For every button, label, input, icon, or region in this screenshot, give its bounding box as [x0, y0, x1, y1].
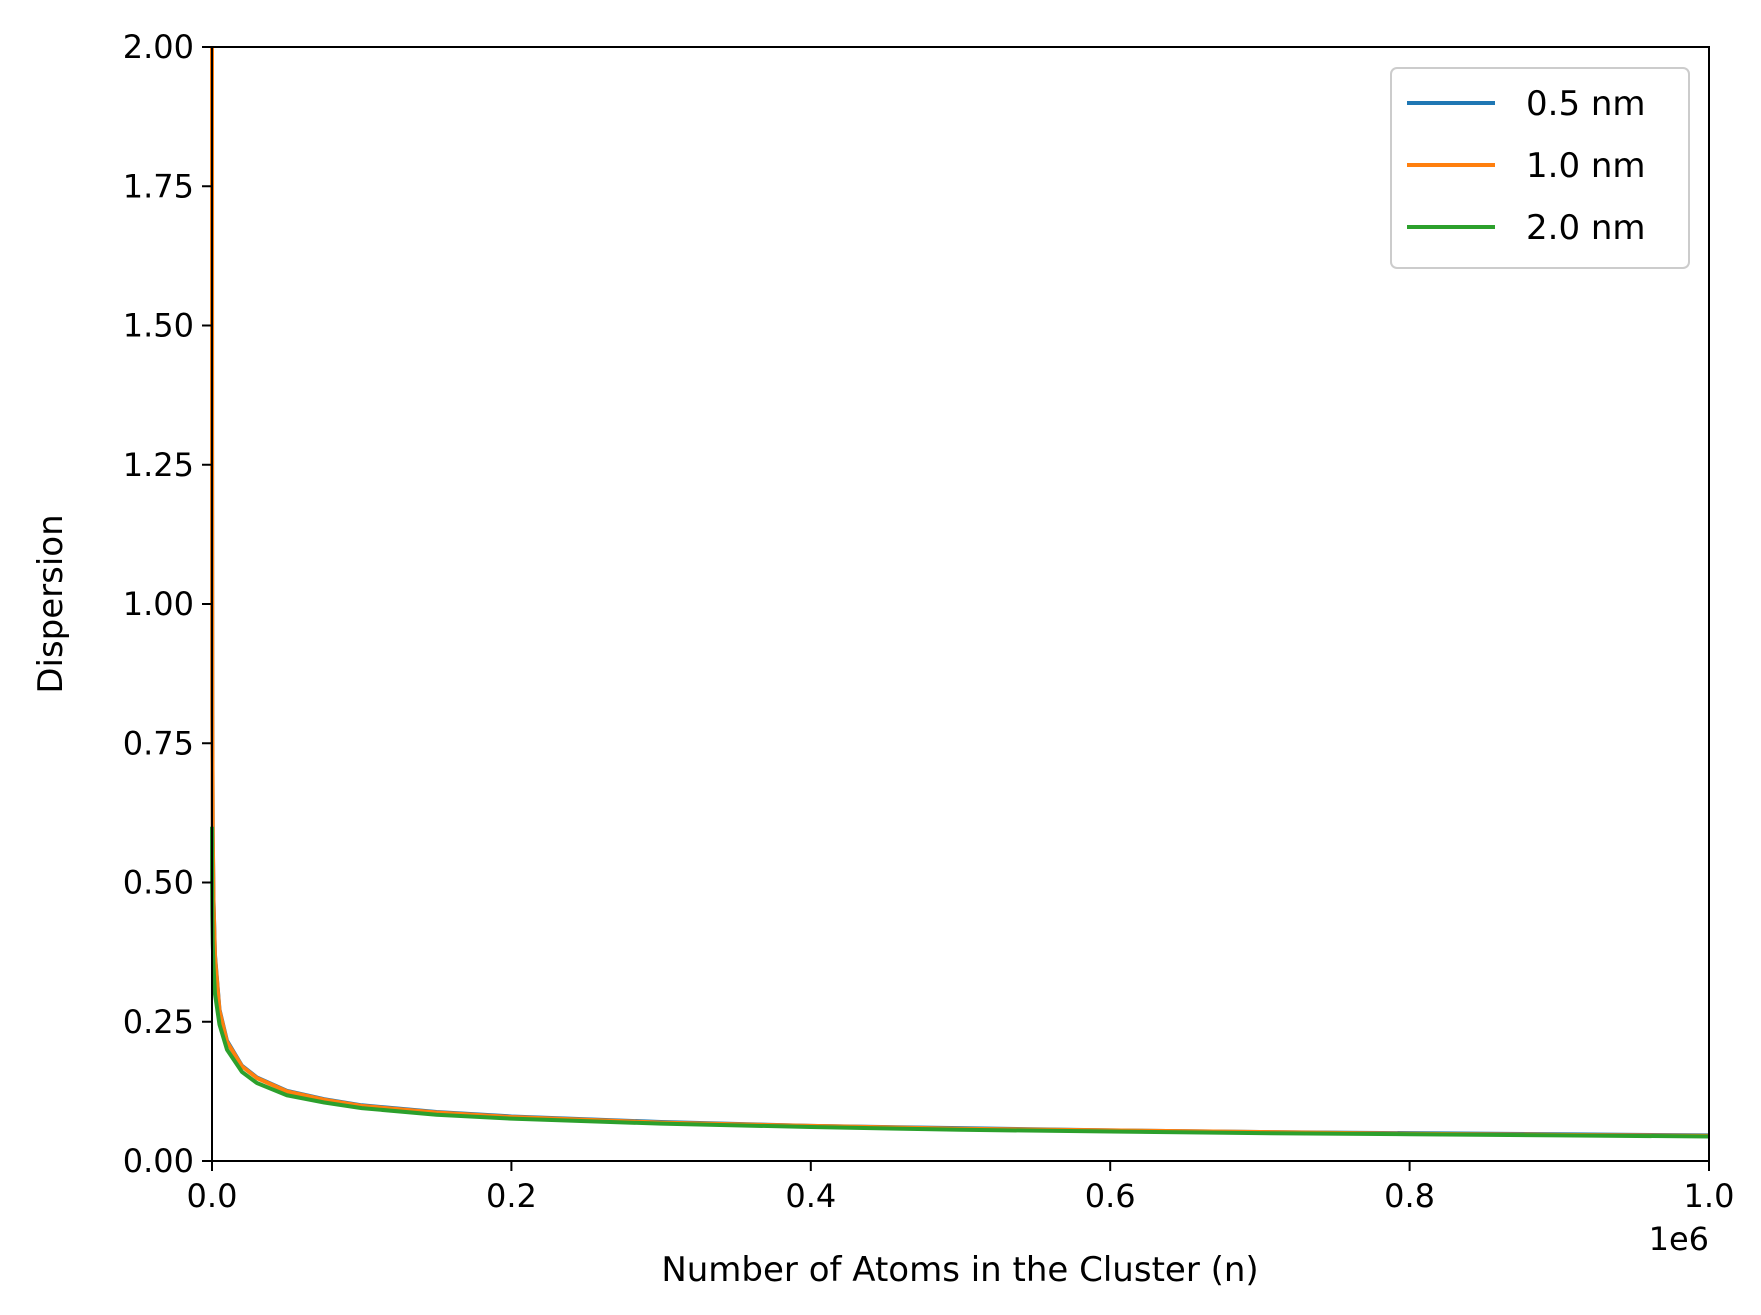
legend: 0.5 nm 1.0 nm 2.0 nm	[1390, 67, 1690, 269]
y-tick-label: 1.50	[123, 307, 194, 345]
y-tick-label: 1.00	[123, 585, 194, 623]
x-axis-title: Number of Atoms in the Cluster (n)	[661, 1250, 1258, 1290]
legend-box	[1390, 67, 1690, 269]
x-axis-offset-label: 1e6	[1649, 1220, 1709, 1258]
legend-label: 0.5 nm	[1526, 84, 1646, 124]
x-tick-label: 0.2	[486, 1177, 537, 1215]
y-tick-label: 0.75	[123, 724, 194, 762]
legend-label: 1.0 nm	[1526, 146, 1646, 186]
x-tick-label: 1.0	[1684, 1177, 1735, 1215]
series-line-2	[210, 826, 1710, 1139]
y-tick-label: 0.50	[123, 864, 194, 902]
x-tick-label: 0.0	[187, 1177, 238, 1215]
y-tick-label: 2.00	[123, 28, 194, 66]
legend-label: 2.0 nm	[1526, 208, 1646, 248]
y-axis-ticks: 0.00 0.25 0.50 0.75 1.00 1.25 1.50 1.75 2.00	[123, 28, 212, 1180]
y-tick-label: 0.25	[123, 1003, 194, 1041]
y-axis-title: Dispersion	[31, 514, 71, 693]
y-tick-label: 1.75	[123, 167, 194, 205]
x-tick-label: 0.6	[1085, 1177, 1136, 1215]
y-tick-label: 1.25	[123, 446, 194, 484]
series-layer	[210, 46, 1710, 1139]
y-tick-label: 0.00	[123, 1142, 194, 1180]
x-axis-ticks: 0.0 0.2 0.4 0.6 0.8 1.0	[187, 1161, 1735, 1215]
x-tick-label: 0.4	[785, 1177, 836, 1215]
x-tick-label: 0.8	[1384, 1177, 1435, 1215]
